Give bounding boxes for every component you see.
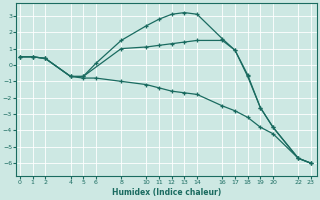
X-axis label: Humidex (Indice chaleur): Humidex (Indice chaleur) bbox=[112, 188, 221, 197]
